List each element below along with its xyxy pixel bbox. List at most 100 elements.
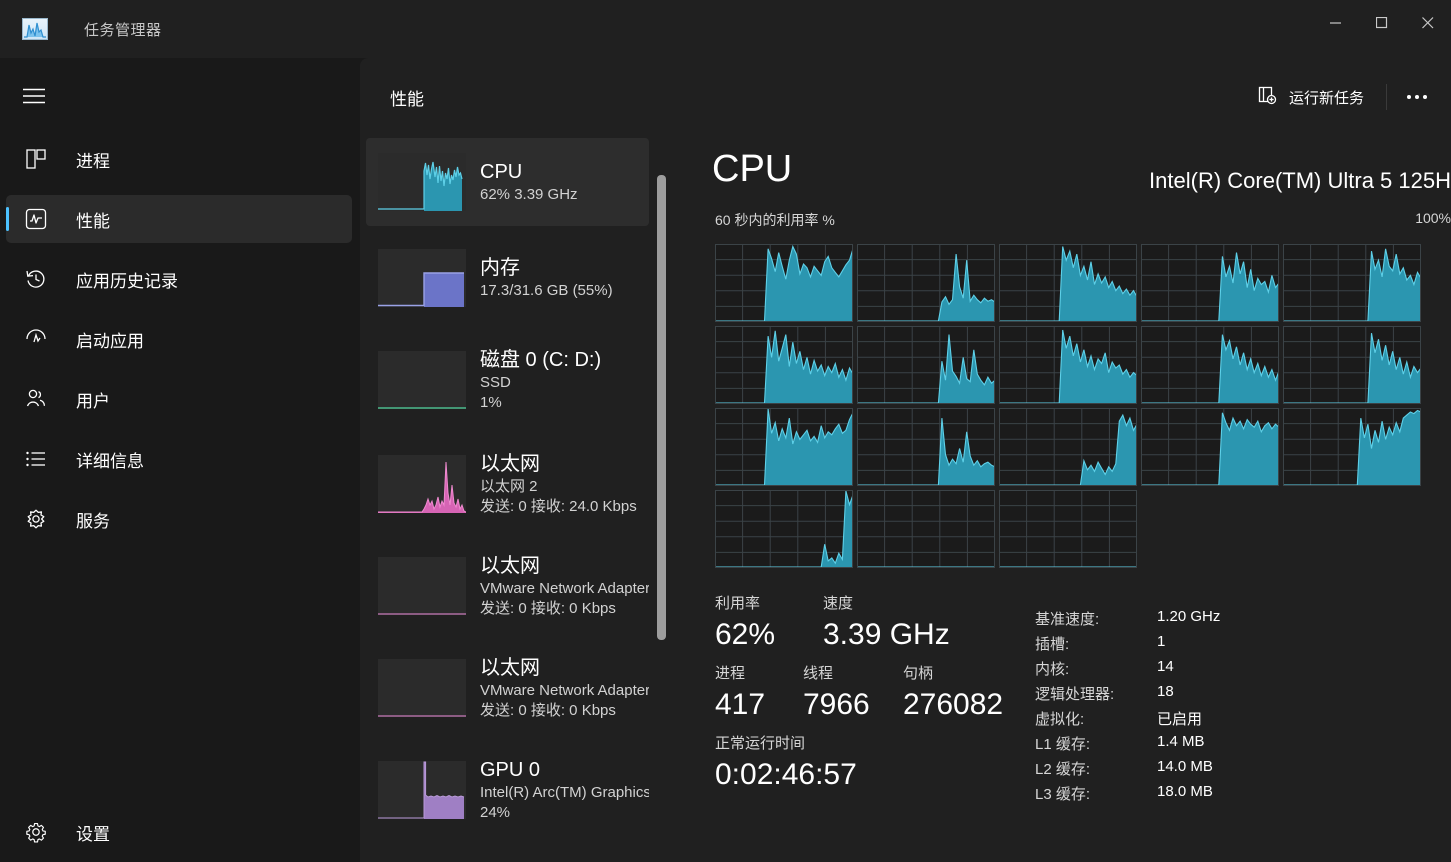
stat-value: 7966 (803, 687, 870, 721)
resource-item-cpu[interactable]: CPU 62% 3.39 GHz (366, 138, 649, 226)
logical-processor-graph (999, 326, 1137, 404)
resource-list[interactable]: CPU 62% 3.39 GHz 内存 17.3/31.6 GB (55%) (360, 136, 670, 862)
logical-processor-graph (1141, 408, 1279, 486)
graph-axis-labels: 60 秒内的利用率 % 100% (712, 210, 1451, 234)
sidebar-item-users[interactable]: 用户 (6, 375, 352, 423)
sidebar-item-services[interactable]: 服务 (6, 495, 352, 543)
stat-label: 速度 (823, 595, 854, 612)
spec-value: 1.4 MB (1157, 733, 1205, 750)
spec-key: 虚拟化: (1035, 711, 1085, 728)
resource-title: GPU 0 (480, 759, 541, 781)
spec-value: 1 (1157, 633, 1166, 650)
logical-processor-graph (999, 244, 1137, 322)
sidebar-item-label: 性能 (76, 211, 110, 231)
resource-item-text: 以太网 VMware Network Adapter VMnet8 发送: 0 … (480, 656, 649, 720)
graph-max-label: 100% (1415, 210, 1451, 226)
sidebar-item-startup-apps[interactable]: 启动应用 (6, 315, 352, 363)
spec-row: 内核: 14 (1035, 658, 1220, 683)
resource-title: 以太网 (480, 555, 540, 577)
ethernet-thumb-graph (378, 455, 466, 513)
logical-processor-graph (857, 326, 995, 404)
stat-value: 276082 (903, 687, 1004, 721)
sidebar-item-performance[interactable]: 性能 (6, 195, 352, 243)
resource-list-scrollbar-thumb[interactable] (657, 175, 666, 640)
sidebar-item-processes[interactable]: 进程 (6, 135, 352, 183)
history-icon (14, 268, 58, 290)
stat-label: 利用率 (715, 595, 761, 612)
logical-processor-graph (1283, 408, 1421, 486)
resource-item-ethernet-2[interactable]: 以太网 VMware Network Adapter VMnet1 发送: 0 … (366, 536, 649, 636)
resource-sub2: 发送: 0 接收: 0 Kbps (480, 701, 616, 719)
cpu-model-name: Intel(R) Core(TM) Ultra 5 125H (1149, 168, 1451, 193)
logical-processor-graph (1141, 326, 1279, 404)
resource-item-ethernet-3[interactable]: 以太网 VMware Network Adapter VMnet8 发送: 0 … (366, 638, 649, 738)
resource-item-text: 以太网 VMware Network Adapter VMnet1 发送: 0 … (480, 554, 649, 618)
services-icon (14, 508, 58, 530)
startup-icon (14, 328, 58, 350)
resource-item-disk[interactable]: 磁盘 0 (C: D:) SSD 1% (366, 330, 649, 430)
maximize-button[interactable] (1359, 0, 1405, 46)
resource-item-gpu[interactable]: GPU 0 Intel(R) Arc(TM) Graphics 24% (366, 740, 649, 840)
resource-item-text: GPU 0 Intel(R) Arc(TM) Graphics 24% (480, 758, 649, 822)
resource-item-text: 磁盘 0 (C: D:) SSD 1% (480, 348, 601, 412)
sidebar-item-label: 详细信息 (76, 451, 144, 471)
resource-sub2: 发送: 0 接收: 0 Kbps (480, 599, 616, 617)
disk-thumb-graph (378, 351, 466, 409)
spec-value: 1.20 GHz (1157, 608, 1221, 625)
resource-sub2: 24% (480, 803, 511, 821)
stat-value: 3.39 GHz (823, 617, 950, 651)
graph-caption: 60 秒内的利用率 % (715, 212, 835, 228)
sidebar-item-label: 进程 (76, 151, 110, 171)
processes-icon (14, 148, 58, 170)
sidebar-item-details[interactable]: 详细信息 (6, 435, 352, 483)
memory-thumb-graph (378, 249, 466, 307)
spec-key: L1 缓存: (1035, 736, 1091, 753)
performance-icon (14, 208, 58, 230)
resource-sub1: VMware Network Adapter VMnet1 (480, 580, 649, 597)
resource-sub1: 62% 3.39 GHz (480, 185, 578, 203)
spec-key: 基准速度: (1035, 611, 1100, 628)
stat-label: 进程 (715, 665, 746, 682)
hamburger-icon[interactable] (6, 72, 62, 120)
resource-title: 以太网 (480, 657, 540, 679)
logical-processor-graph (1283, 326, 1421, 404)
resource-item-ethernet-1[interactable]: 以太网 以太网 2 发送: 0 接收: 24.0 Kbps (366, 434, 649, 534)
spec-row: L1 缓存: 1.4 MB (1035, 733, 1220, 758)
page-title: 性能 (390, 89, 424, 109)
sidebar-item-label: 服务 (76, 511, 110, 531)
users-icon (14, 388, 58, 410)
spec-row: 虚拟化: 已启用 (1035, 708, 1220, 733)
header-separator (1386, 84, 1387, 110)
spec-row: L3 缓存: 18.0 MB (1035, 783, 1220, 808)
spec-row: 基准速度: 1.20 GHz (1035, 608, 1220, 633)
spec-key: L3 缓存: (1035, 786, 1091, 803)
spec-row: 逻辑处理器: 18 (1035, 683, 1220, 708)
cpu-thumb-graph (378, 153, 466, 211)
spec-value: 已启用 (1157, 711, 1203, 728)
close-button[interactable] (1405, 0, 1451, 46)
resource-sub1: VMware Network Adapter VMnet8 (480, 682, 649, 699)
details-icon (14, 448, 58, 470)
resource-item-npu[interactable]: NPU 0 (366, 842, 649, 862)
spec-key: 逻辑处理器: (1035, 686, 1115, 703)
minimize-button[interactable] (1313, 0, 1359, 46)
more-options-icon[interactable] (1397, 79, 1437, 115)
sidebar-item-app-history[interactable]: 应用历史记录 (6, 255, 352, 303)
logical-processor-graph (1141, 244, 1279, 322)
run-new-task-button[interactable]: 运行新任务 (1245, 79, 1376, 115)
resource-title: CPU (480, 160, 523, 183)
logical-processor-graph (857, 490, 995, 568)
logical-processor-graph (857, 408, 995, 486)
logical-processor-graph (715, 244, 853, 322)
task-manager-icon (22, 18, 48, 40)
run-new-task-label: 运行新任务 (1288, 89, 1364, 107)
resource-item-text: 以太网 以太网 2 发送: 0 接收: 24.0 Kbps (480, 452, 637, 516)
resource-sub1: Intel(R) Arc(TM) Graphics (480, 784, 649, 801)
stat-row-2: 进程 417 线程 7966 句柄 276082 (715, 663, 1175, 723)
stat-row-1: 利用率 62% 速度 3.39 GHz (715, 593, 1175, 653)
cpu-specs: 基准速度: 1.20 GHz 插槽: 1 内核: 14 逻辑处理器: 18 虚拟化: 已启用 L1 … (1035, 608, 1365, 808)
sidebar-item-settings[interactable]: 设置 (6, 808, 352, 856)
resource-item-memory[interactable]: 内存 17.3/31.6 GB (55%) (366, 234, 649, 322)
spec-key: 内核: (1035, 661, 1070, 678)
resource-title: 磁盘 0 (C: D:) (480, 349, 602, 371)
